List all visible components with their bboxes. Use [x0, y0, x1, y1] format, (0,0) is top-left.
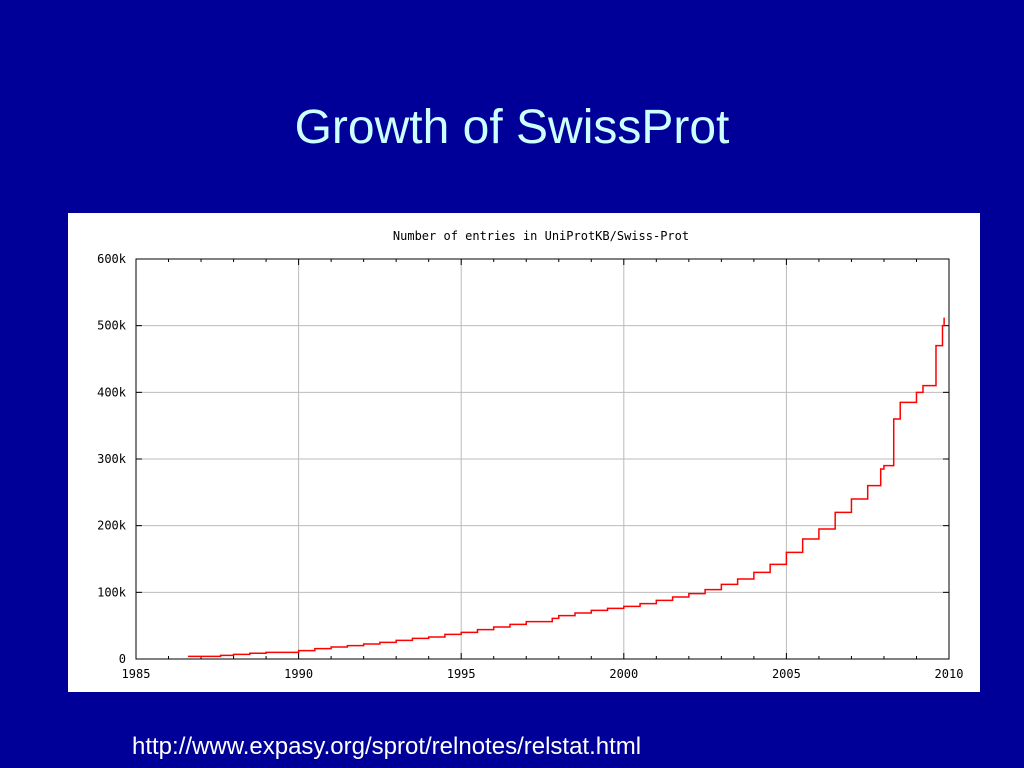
y-tick-label: 200k	[97, 519, 127, 533]
slide-title: Growth of SwissProt	[294, 101, 730, 154]
x-tick-label: 1985	[122, 667, 151, 681]
x-tick-label: 1995	[447, 667, 476, 681]
y-tick-label: 600k	[97, 252, 127, 266]
axis-ticks: 1985 1990 1995 2000 2005 2010 0 100k 200k 300k 400…	[97, 252, 963, 681]
x-tick-label: 1990	[284, 667, 313, 681]
y-tick-label: 300k	[97, 452, 127, 466]
y-tick-label: 100k	[97, 585, 127, 599]
x-tick-label: 2005	[772, 667, 801, 681]
grid-lines	[136, 259, 949, 659]
line-chart: Number of entries in UniProtKB/Swiss-Pro…	[97, 229, 963, 681]
chart-panel: Number of entries in UniProtKB/Swiss-Pro…	[68, 213, 980, 692]
y-tick-label: 400k	[97, 385, 127, 399]
series-layer	[188, 317, 945, 658]
y-tick-label: 500k	[97, 319, 127, 333]
x-tick-label: 2000	[609, 667, 638, 681]
x-tick-label: 2010	[935, 667, 964, 681]
y-tick-label: 0	[119, 652, 126, 666]
source-link[interactable]: http://www.expasy.org/sprot/relnotes/rel…	[132, 733, 642, 760]
chart-title: Number of entries in UniProtKB/Swiss-Pro…	[393, 229, 689, 243]
series-line	[188, 317, 945, 658]
